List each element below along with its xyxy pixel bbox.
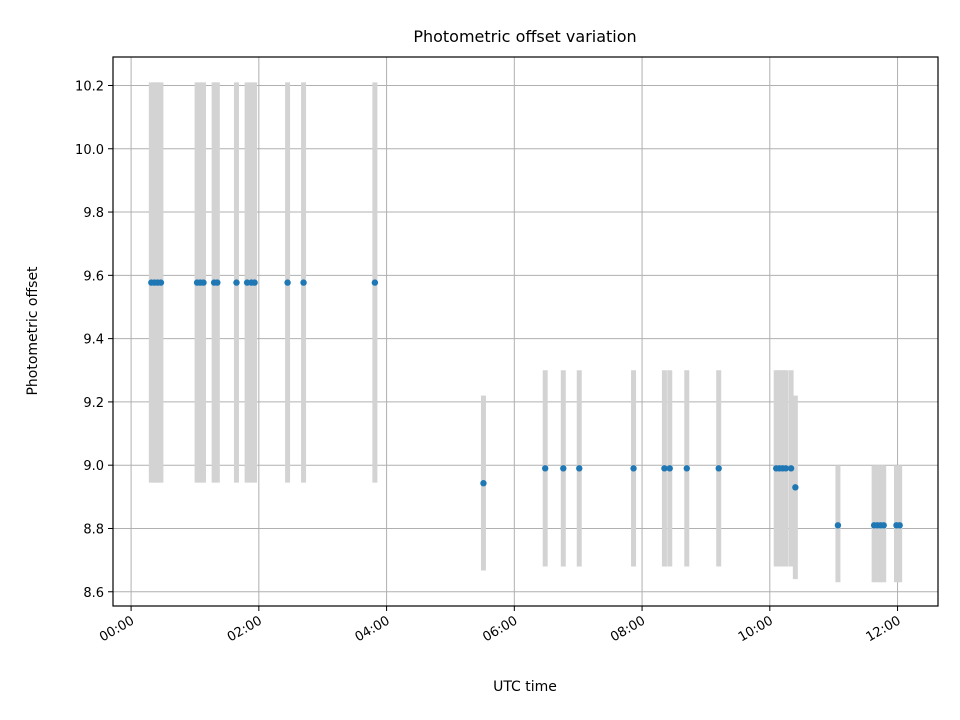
data-point [284,279,291,286]
y-tick-label: 9.0 [83,459,104,474]
data-point [576,465,583,472]
data-point [787,465,795,472]
data-point [715,465,722,472]
data-point [630,465,637,472]
x-tick-label: 12:00 [864,613,904,645]
y-tick-label: 8.8 [83,522,104,537]
data-point [233,279,240,286]
data-point [896,522,903,529]
y-tick-label: 9.4 [83,333,104,348]
y-axis-label: Photometric offset [25,266,41,396]
data-point [560,465,567,472]
data-point [214,279,221,286]
y-tick-label: 9.2 [83,396,104,411]
x-tick-label: 06:00 [480,613,520,645]
y-tick-label: 8.6 [83,586,104,601]
x-axis-label: UTC time [493,679,557,695]
data-point [661,465,668,472]
data-point [782,465,789,472]
data-point [541,465,549,472]
data-point [300,279,307,286]
data-point [251,279,258,286]
chart-title: Photometric offset variation [413,27,636,46]
x-tick-label: 00:00 [97,613,137,645]
data-point [480,480,487,487]
data-point [200,279,207,286]
data-point [834,522,842,529]
error-bars [148,82,903,583]
y-tick-label: 9.8 [83,206,104,221]
data-point [683,465,690,472]
y-tick-label: 10.0 [75,143,104,158]
data-point [371,279,379,286]
data-point [792,484,799,491]
data-point [666,465,673,472]
data-point [157,279,165,286]
x-tick-label: 10:00 [736,613,776,645]
plot-frame [112,56,939,607]
x-tick-label: 02:00 [225,613,265,645]
data-points [148,279,903,529]
x-tick-label: 08:00 [608,613,648,645]
data-point [880,522,887,529]
y-tick-label: 9.6 [83,269,104,284]
x-tick-label: 04:00 [353,613,393,645]
y-tick-label: 10.2 [75,79,104,94]
